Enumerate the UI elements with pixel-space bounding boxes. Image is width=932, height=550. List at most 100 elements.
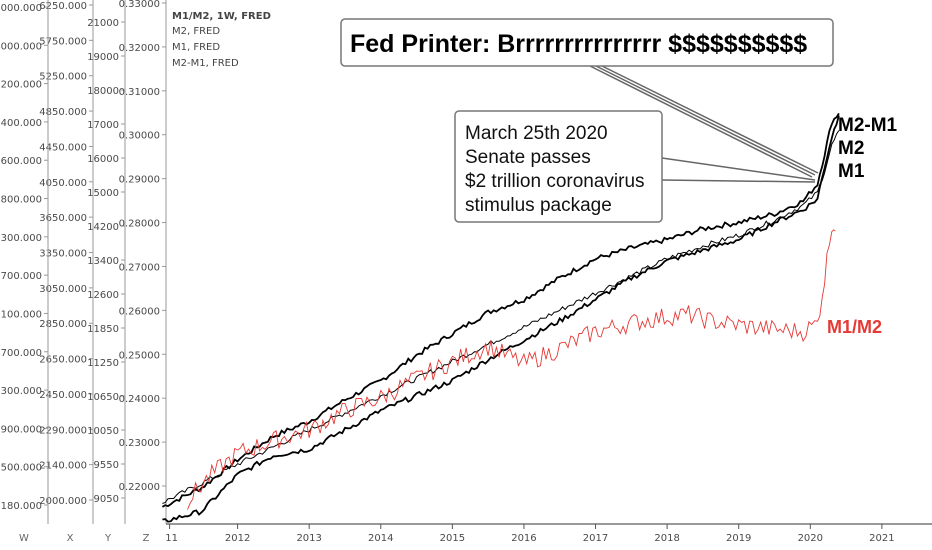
axis-y-tick: 16000 [87,154,119,165]
axis-letters: W X Y Z [19,533,150,544]
axis-x-tick: 3350.000 [39,249,87,260]
legend-m1[interactable]: M1, FRED [172,42,220,53]
axis-y-tick: 17000 [87,120,119,131]
event-line-1: March 25th 2020 [465,123,608,144]
event-line-2: Senate passes [465,147,591,168]
axis-y-tick: 11250 [87,358,119,369]
axis-x-tick: 5250.000 [39,72,87,83]
x-tick-label: 2015 [440,533,465,544]
time-axis: 11 2012 2013 2014 2015 2016 2017 2018 2019 2020 20… [165,524,895,544]
series-m1-m2[interactable] [187,229,836,510]
axis-w-tick: 8300.000 [0,386,42,397]
label-m2: M2 [838,138,864,159]
axis-w-tick: 10800.000 [0,195,42,206]
axis-y-tick: 15000 [87,188,119,199]
axis-w-tick: 8700.000 [0,348,42,359]
title-pointer-3 [601,65,819,174]
axis-z-tick: 0.25000 [119,350,160,361]
axis-w-tick: 12400.000 [0,118,42,129]
label-m1m2: M1/M2 [827,317,882,337]
axis-w-tick: 15000.000 [0,3,42,14]
axis-y-tick: 11850 [87,324,119,335]
axis-y-tick: 10050 [87,426,119,437]
axis-x-tick: 4450.000 [39,142,87,153]
axis-z-tick: 0.32000 [119,43,160,54]
axis-w-tick: 10300.000 [0,233,42,244]
axis-z-tick: 0.29000 [119,175,160,186]
axis-w-tick: 7500.000 [0,463,42,474]
axis-y-tick: 13400 [87,256,119,267]
legend: M1/M2, 1W, FRED M2, FRED M1, FRED M2-M1,… [172,11,271,69]
axis-letter-w[interactable]: W [19,533,29,544]
axis-z-tick: 0.33000 [119,0,160,10]
axis-w-tick: 9700.000 [0,271,42,282]
title-callout[interactable]: Fed Printer: Brrrrrrrrrrrrrrr $$$$$$$$$$ [340,18,834,67]
axis-x-tick: 3650.000 [39,213,87,224]
series-m1[interactable] [162,115,840,523]
axis-w-tick: 14000.000 [0,41,42,52]
x-tick-label: 2020 [798,533,823,544]
axis-y-tick: 10650 [87,392,119,403]
x-tick-label: 11 [165,533,178,544]
title-callout-text: Fed Printer: Brrrrrrrrrrrrrrr $$$$$$$$$$ [350,30,807,58]
axis-z-tick: 0.27000 [119,262,160,273]
series-m2[interactable] [162,130,840,504]
event-line-4: stimulus package [465,195,612,216]
axis-y-tick: 21000 [87,18,119,29]
axis-z-tick: 0.28000 [119,219,160,230]
price-axes: 15000.000 14000.000 13200.000 12400.000 1160… [0,0,166,512]
axis-letter-x[interactable]: X [67,533,74,544]
axis-w-tick: 7900.000 [0,424,42,435]
x-tick-label: 2019 [726,533,751,544]
axis-y-tick: 19000 [87,52,119,63]
x-tick-label: 2013 [296,533,321,544]
title-pointer-2 [595,65,816,176]
x-tick-label: 2012 [225,533,250,544]
event-pointer-1 [661,157,816,181]
x-tick-label: 2017 [583,533,608,544]
axis-z-tick: 0.22000 [119,482,160,493]
axis-z-tick: 0.31000 [119,87,160,98]
x-tick-label: 2021 [869,533,894,544]
title-pointer-1 [589,65,813,178]
axis-w-tick: 11600.000 [0,156,42,167]
axis-letter-z[interactable]: Z [143,533,150,544]
x-tick-label: 2018 [654,533,679,544]
axis-x-tick: 5750.000 [39,36,87,47]
callout-pointers [589,65,819,183]
axis-x-tick: 2450.000 [39,390,87,401]
axis-x-tick: 4850.000 [39,107,87,118]
axis-x-tick: 2650.000 [39,355,87,366]
legend-m1m2[interactable]: M1/M2, 1W, FRED [172,11,271,22]
axis-x-tick: 2140.000 [39,461,87,472]
axis-z-tick: 0.26000 [119,306,160,317]
axis-y-tick: 12600 [87,290,119,301]
event-callout[interactable]: March 25th 2020 Senate passes $2 trillio… [454,110,663,223]
legend-m2m1[interactable]: M2-M1, FRED [172,58,239,69]
label-m2m1: M2-M1 [838,115,898,136]
axis-x-tick: 6250.000 [39,1,87,12]
axis-z-tick: 0.23000 [119,438,160,449]
event-callout-box [454,110,663,223]
axis-x-tick: 4050.000 [39,178,87,189]
axis-y-tick: 18000 [87,86,119,97]
axis-z-tick: 0.24000 [119,394,160,405]
axis-w-tick: 13200.000 [0,80,42,91]
series-m2-m1[interactable] [161,112,840,508]
legend-m2[interactable]: M2, FRED [172,26,220,37]
series-layer [161,112,840,523]
axis-y-tick: 14200 [87,222,119,233]
title-callout-box [340,18,834,67]
axis-y-tick: 9550 [94,460,119,471]
x-tick-label: 2016 [511,533,536,544]
axis-x-tick: 3050.000 [39,284,87,295]
axis-x-tick: 2850.000 [39,319,87,330]
axis-letter-y[interactable]: Y [104,533,112,544]
axis-w-tick: 9100.000 [0,309,42,320]
event-pointer-2 [661,179,816,183]
axis-x-tick: 2000.000 [39,496,87,507]
axis-z-tick: 0.30000 [119,131,160,142]
event-line-3: $2 trillion coronavirus [465,171,645,192]
axis-x-tick: 2290.000 [39,425,87,436]
